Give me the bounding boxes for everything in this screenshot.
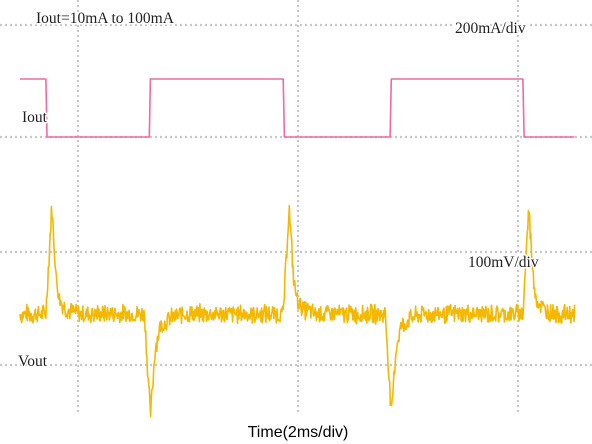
series-vout-trace (19, 204, 576, 418)
iout-scale-label: 200mA/div (455, 20, 526, 37)
iout-series-label: Iout (22, 109, 48, 126)
vout-scale-label: 100mV/div (468, 254, 539, 271)
chart-title: Iout=10mA to 100mA (36, 10, 175, 27)
series-iout-trace (20, 78, 575, 138)
x-axis-label: Time(2ms/div) (248, 424, 349, 441)
grid (0, 0, 592, 412)
vout-series-label: Vout (18, 353, 48, 370)
